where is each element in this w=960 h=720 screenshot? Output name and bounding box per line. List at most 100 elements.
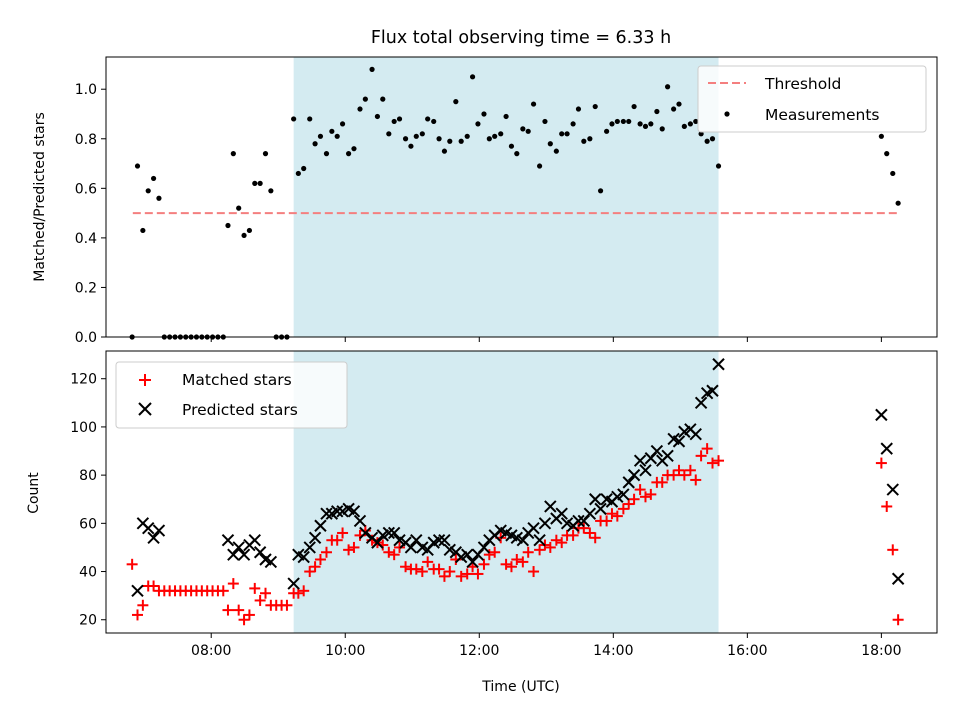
measurement-point bbox=[317, 133, 324, 139]
matched-star-point bbox=[892, 614, 904, 626]
matched-star-point bbox=[645, 488, 657, 500]
measurement-point bbox=[704, 138, 710, 144]
predicted-star-point bbox=[538, 517, 552, 530]
y-tick-label: 80 bbox=[79, 468, 97, 484]
matched-star-point bbox=[478, 558, 490, 570]
bottom-y-axis: 20 40 60 80 100 120 bbox=[70, 372, 106, 629]
predicted-star-point bbox=[232, 541, 245, 554]
predicted-star-point bbox=[639, 464, 652, 477]
top-legend: Threshold Measurements bbox=[697, 65, 927, 133]
matched-star-point bbox=[556, 537, 568, 549]
measurement-point bbox=[334, 133, 340, 139]
matched-star-point bbox=[628, 493, 640, 505]
matched-star-point bbox=[217, 585, 229, 597]
legend-threshold-label: Threshold bbox=[764, 75, 841, 93]
predicted-star-point bbox=[432, 533, 446, 547]
measurement-point bbox=[581, 138, 587, 144]
measurement-point bbox=[547, 141, 553, 147]
measurement-point bbox=[637, 121, 643, 127]
measurement-point bbox=[134, 163, 141, 169]
measurement-point bbox=[268, 188, 274, 194]
matched-star-point bbox=[461, 568, 473, 580]
matched-star-point bbox=[383, 546, 395, 558]
matched-star-point bbox=[701, 443, 713, 455]
predicted-star-point bbox=[264, 555, 278, 569]
measurement-point bbox=[676, 101, 682, 107]
measurement-point bbox=[481, 111, 487, 117]
bottom-legend: Matched stars Predicted stars bbox=[115, 361, 348, 429]
predicted-star-point bbox=[527, 521, 540, 535]
x-tick-label: 18:00 bbox=[861, 643, 901, 659]
measurement-point bbox=[345, 151, 352, 157]
measurement-point bbox=[597, 188, 604, 194]
predicted-star-point bbox=[622, 476, 635, 489]
measurement-point bbox=[884, 151, 890, 157]
matched-star-point bbox=[695, 450, 707, 462]
measurement-point bbox=[447, 138, 453, 144]
matched-star-point bbox=[500, 558, 512, 570]
matched-star-point bbox=[606, 508, 618, 520]
predicted-star-point bbox=[438, 533, 451, 547]
predicted-star-point bbox=[347, 505, 361, 518]
matched-star-point bbox=[222, 604, 234, 616]
measurement-point bbox=[681, 123, 687, 129]
top-x-ticks bbox=[210, 337, 882, 342]
bottom-plot-frame bbox=[105, 350, 938, 634]
y-tick-label: 0.8 bbox=[75, 132, 97, 148]
predicted-star-point bbox=[308, 531, 322, 545]
measurement-point bbox=[351, 146, 357, 152]
bottom-x-axis: 08:00 10:00 12:00 14:00 16:00 18:00 bbox=[191, 633, 902, 659]
matched-star-point bbox=[611, 510, 623, 522]
measurement-point bbox=[878, 133, 884, 139]
measurement-point bbox=[654, 108, 660, 115]
measurement-point bbox=[469, 74, 476, 80]
matched-star-point bbox=[517, 556, 529, 568]
measurement-point bbox=[252, 180, 258, 186]
measurement-point bbox=[145, 188, 151, 194]
predicted-star-point bbox=[227, 548, 240, 561]
matched-star-point bbox=[875, 457, 887, 469]
matched-star-point bbox=[489, 546, 501, 558]
measurement-point bbox=[419, 131, 425, 137]
measurement-point bbox=[575, 106, 582, 112]
predicted-star-point bbox=[152, 524, 166, 537]
measurement-point bbox=[592, 103, 598, 110]
top-y-axis: 0.0 0.2 0.4 0.6 0.8 1.0 bbox=[75, 82, 106, 346]
y-tick-label: 120 bbox=[70, 372, 97, 388]
matched-star-point bbox=[233, 604, 245, 616]
measurement-point bbox=[498, 131, 504, 137]
legend-measurements-label: Measurements bbox=[765, 106, 880, 124]
measurement-point bbox=[492, 133, 498, 139]
matched-star-point bbox=[690, 474, 702, 486]
measurement-point bbox=[604, 128, 610, 134]
measurement-point bbox=[436, 136, 442, 142]
matched-star-point bbox=[126, 558, 138, 570]
predicted-star-point bbox=[237, 548, 251, 561]
bottom-y-axis-label: Count bbox=[26, 472, 42, 514]
measurement-point bbox=[396, 116, 403, 122]
bottom-shaded-region bbox=[293, 351, 719, 633]
measurement-point bbox=[441, 148, 448, 154]
bottom-legend-box bbox=[115, 361, 348, 429]
y-tick-label: 0.0 bbox=[75, 330, 97, 346]
matched-star-point bbox=[567, 529, 579, 541]
measurement-point bbox=[140, 227, 146, 234]
matched-star-point bbox=[131, 609, 143, 621]
measurement-point bbox=[564, 131, 570, 137]
matched-star-point bbox=[444, 566, 456, 578]
matched-star-point bbox=[331, 534, 343, 546]
measurement-point bbox=[642, 123, 649, 129]
matched-star-point bbox=[249, 582, 261, 594]
matched-star-point bbox=[634, 484, 646, 496]
predicted-star-point bbox=[248, 533, 261, 547]
measurement-point bbox=[262, 151, 269, 157]
matched-star-point bbox=[601, 515, 613, 527]
predicted-star-point bbox=[589, 493, 602, 506]
measurement-point bbox=[895, 200, 901, 206]
matched-star-point bbox=[623, 498, 635, 510]
matched-star-point bbox=[617, 503, 629, 515]
measurement-point bbox=[648, 121, 654, 127]
measurement-point bbox=[570, 121, 576, 127]
measurement-point bbox=[329, 128, 335, 134]
measurement-point bbox=[486, 136, 492, 142]
